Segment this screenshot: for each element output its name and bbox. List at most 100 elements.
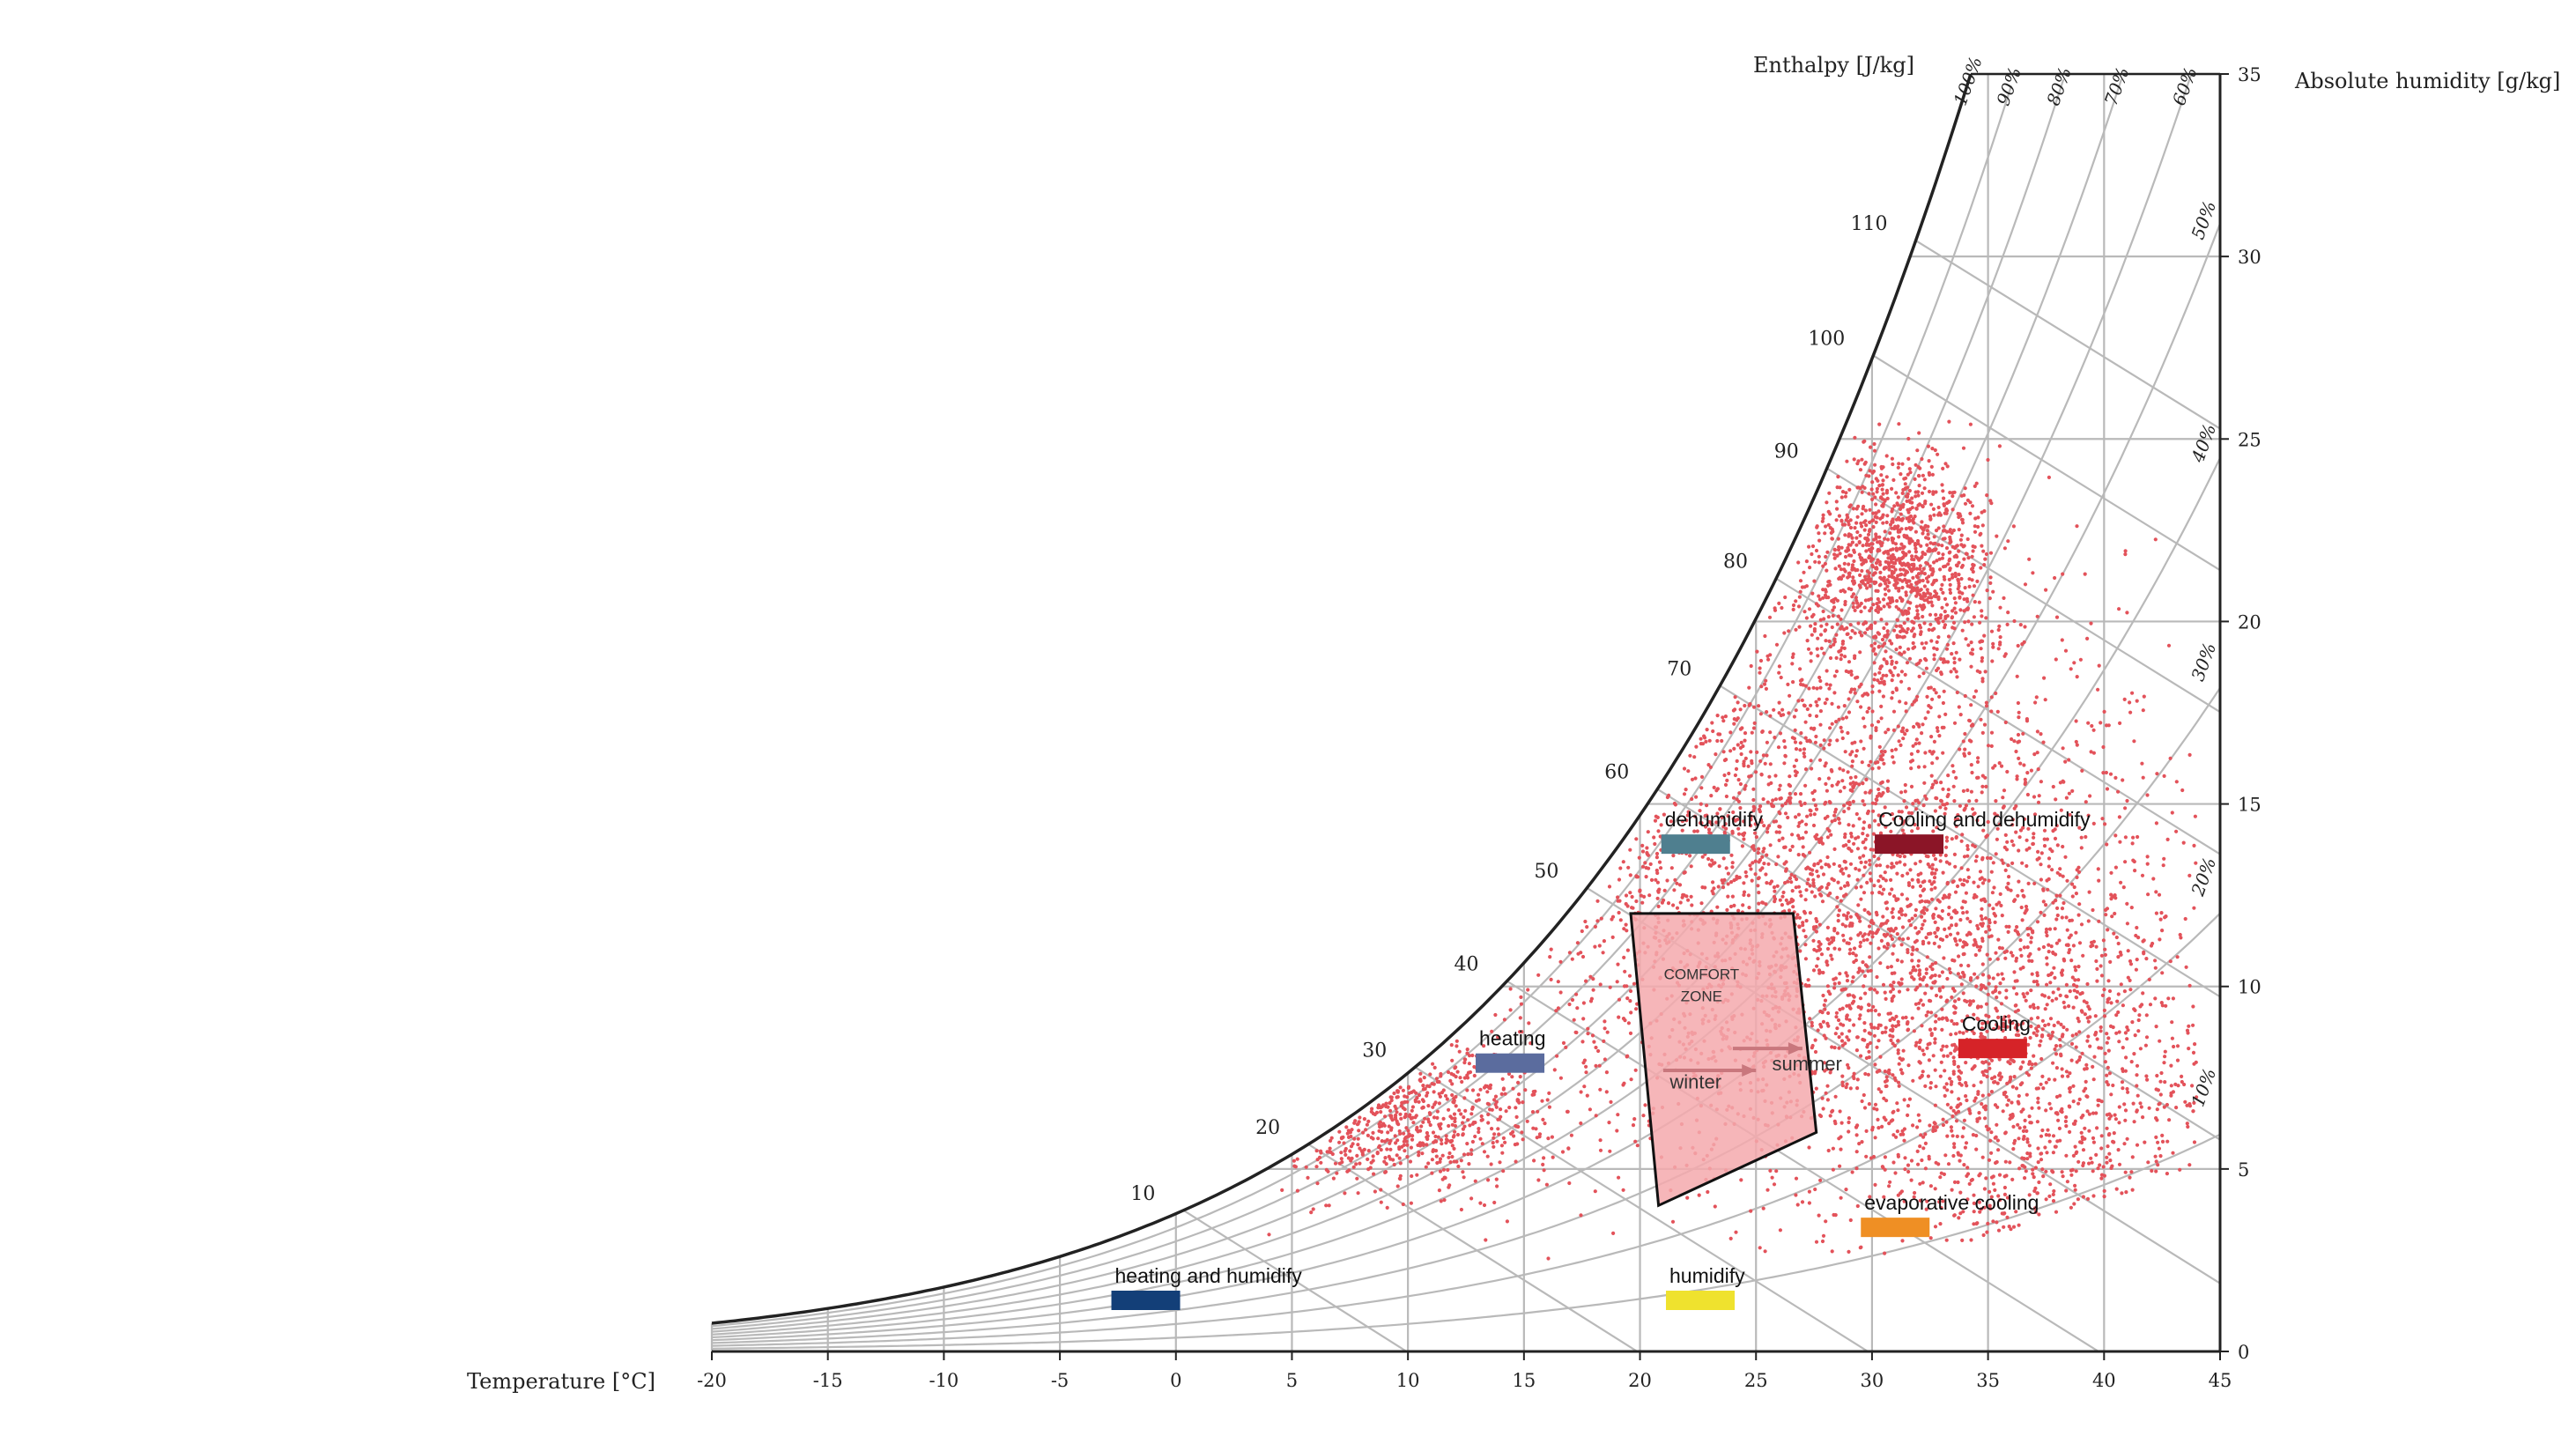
data-point: [2004, 1173, 2009, 1178]
data-point: [1751, 861, 1755, 865]
data-point: [1458, 1076, 1462, 1080]
data-point: [2029, 1066, 2033, 1070]
data-point: [1848, 862, 1854, 866]
data-point: [1764, 678, 1768, 683]
data-point: [1817, 597, 1822, 602]
data-point: [1996, 937, 2001, 942]
data-point: [1890, 696, 1894, 700]
data-point: [2122, 697, 2127, 702]
data-point: [2185, 1122, 2189, 1126]
data-point: [2099, 953, 2104, 958]
data-point: [2047, 856, 2052, 861]
data-point: [2105, 907, 2110, 911]
data-point: [2136, 1029, 2141, 1033]
data-point: [1824, 761, 1828, 766]
data-point: [1344, 1125, 1349, 1129]
data-point: [1939, 995, 1943, 999]
data-point: [1843, 835, 1847, 840]
data-point: [1829, 1068, 1833, 1072]
data-point: [1460, 1079, 1464, 1085]
data-point: [2010, 1100, 2014, 1105]
data-point: [1935, 647, 1939, 652]
data-point: [1944, 603, 1950, 607]
data-point: [1943, 462, 1948, 466]
data-point: [1924, 640, 1928, 645]
data-point: [2194, 861, 2198, 865]
data-point: [1773, 897, 1778, 901]
data-point: [1887, 1068, 1891, 1072]
data-point: [2062, 1000, 2066, 1004]
data-point: [1916, 493, 1921, 498]
data-point: [1952, 1048, 1957, 1053]
data-point: [2136, 1018, 2141, 1023]
data-point: [1928, 749, 1932, 753]
data-point: [2048, 1182, 2053, 1187]
data-point: [1894, 624, 1899, 628]
data-point: [1966, 643, 1971, 648]
data-point: [1502, 1018, 1506, 1022]
data-point: [1402, 1131, 1406, 1136]
data-point: [2136, 1093, 2140, 1098]
data-point: [1858, 468, 1863, 472]
data-point: [2091, 1194, 2096, 1198]
data-point: [1869, 487, 1874, 492]
data-point: [1972, 880, 1976, 885]
data-point: [1417, 1092, 1422, 1098]
data-point: [1758, 868, 1763, 872]
data-point: [1951, 620, 1957, 626]
data-point: [1925, 529, 1929, 533]
data-point: [2158, 1092, 2163, 1097]
data-point: [1844, 491, 1848, 495]
data-point: [1839, 1121, 1844, 1125]
data-point: [1654, 877, 1658, 882]
data-point: [2025, 1157, 2030, 1161]
data-point: [1405, 1154, 1410, 1159]
data-point: [1916, 1006, 1921, 1011]
data-point: [2097, 878, 2101, 883]
data-point: [2069, 1041, 2075, 1046]
data-point: [2075, 989, 2080, 994]
data-point: [1743, 731, 1748, 736]
data-point: [1410, 1105, 1415, 1109]
data-point: [2027, 1060, 2032, 1064]
data-point: [1859, 1006, 1863, 1011]
data-point: [1678, 900, 1683, 905]
data-point: [1732, 746, 1736, 751]
data-point: [1910, 916, 1914, 921]
data-point: [1809, 871, 1813, 877]
data-point: [1803, 736, 1808, 740]
data-point: [1447, 1123, 1451, 1129]
data-point: [1831, 1108, 1835, 1113]
data-point: [1999, 903, 2003, 907]
data-point: [1462, 1115, 1466, 1120]
data-point: [1897, 607, 1901, 611]
data-point: [2047, 1139, 2052, 1144]
data-point: [1455, 1159, 1459, 1164]
data-point: [2081, 1148, 2086, 1152]
data-point: [1938, 853, 1943, 857]
data-point: [1833, 976, 1838, 981]
data-point: [1940, 1007, 1944, 1011]
data-point: [1984, 700, 1988, 705]
data-point: [1780, 836, 1785, 840]
data-point: [1532, 1159, 1536, 1163]
data-point: [1939, 670, 1943, 675]
data-point: [1893, 926, 1899, 930]
data-point: [1970, 622, 1974, 626]
data-point: [1847, 806, 1851, 811]
data-point: [2104, 770, 2108, 775]
data-point: [1934, 935, 1939, 939]
data-point: [1893, 1171, 1898, 1175]
data-point: [1496, 1127, 1500, 1131]
data-point: [2108, 959, 2113, 964]
data-point: [2043, 1145, 2047, 1150]
data-point: [1835, 931, 1839, 936]
data-point: [1811, 881, 1816, 885]
data-point: [1817, 697, 1821, 701]
data-point: [1863, 519, 1868, 523]
data-point: [1628, 848, 1632, 852]
data-point: [1964, 1061, 1968, 1065]
data-point: [1853, 526, 1857, 530]
data-point: [1897, 557, 1901, 561]
data-point: [2021, 1107, 2025, 1112]
